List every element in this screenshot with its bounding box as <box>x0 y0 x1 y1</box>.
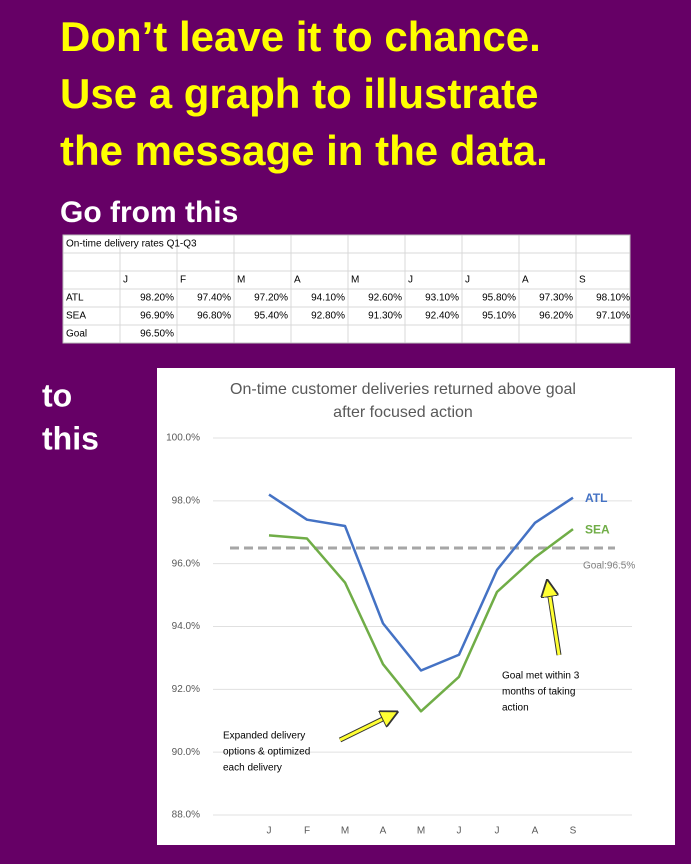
table-cell: 96.50% <box>140 329 174 340</box>
arrow <box>548 585 561 656</box>
headline: the message in the data. <box>60 127 548 174</box>
table-row-label: SEA <box>66 311 86 322</box>
annotation: action <box>502 703 529 714</box>
x-tick-label: A <box>532 826 539 837</box>
table-cell: 97.30% <box>539 293 573 304</box>
table-cell: 92.40% <box>425 311 459 322</box>
series-label: ATL <box>585 491 607 505</box>
x-tick-label: J <box>267 826 272 837</box>
y-tick-label: 96.0% <box>172 558 200 569</box>
arrow <box>339 714 393 742</box>
table-cell: 93.10% <box>425 293 459 304</box>
chart-title: after focused action <box>333 404 473 421</box>
table-cell: 95.40% <box>254 311 288 322</box>
table-border <box>62 234 631 344</box>
table-cell: 92.60% <box>368 293 402 304</box>
table-cell: 98.20% <box>140 293 174 304</box>
table-cell: 96.90% <box>140 311 174 322</box>
table-cell: 95.80% <box>482 293 516 304</box>
y-tick-label: 100.0% <box>166 433 200 444</box>
annotation: Goal met within 3 <box>502 671 580 682</box>
table-cell: 97.40% <box>197 293 231 304</box>
table-cell: 98.10% <box>596 293 630 304</box>
table-month: J <box>465 275 470 286</box>
table-row-label: Goal <box>66 329 87 340</box>
y-tick-label: 94.0% <box>172 621 200 632</box>
series-line <box>268 493 574 672</box>
table-month: M <box>237 275 245 286</box>
table-cell: 92.80% <box>311 311 345 322</box>
table-month: M <box>351 275 359 286</box>
x-tick-label: M <box>341 826 349 837</box>
to-label: to <box>42 377 72 413</box>
table-month: S <box>579 275 586 286</box>
x-tick-label: J <box>495 826 500 837</box>
x-tick-label: J <box>457 826 462 837</box>
headline: Don’t leave it to chance. <box>60 13 541 60</box>
chart-title: On-time customer deliveries returned abo… <box>230 381 576 398</box>
to-label: this <box>42 420 99 456</box>
table-cell: 97.10% <box>596 311 630 322</box>
annotation: Expanded delivery <box>223 731 305 742</box>
table-month: J <box>408 275 413 286</box>
table-month: J <box>123 275 128 286</box>
table-cell: 96.20% <box>539 311 573 322</box>
from-label: Go from this <box>60 196 238 229</box>
series-label: SEA <box>585 522 610 536</box>
table-title: On-time delivery rates Q1-Q3 <box>66 239 197 250</box>
annotation: months of taking <box>502 687 575 698</box>
table-cell: 91.30% <box>368 311 402 322</box>
table-month: A <box>294 275 301 286</box>
series-line <box>268 528 574 713</box>
chart-bg <box>157 368 675 845</box>
y-tick-label: 88.0% <box>172 810 200 821</box>
annotation: options & optimized <box>223 747 310 758</box>
headline: Use a graph to illustrate <box>60 70 538 117</box>
annotation: each delivery <box>223 763 282 774</box>
x-tick-label: F <box>304 826 310 837</box>
table-month: F <box>180 275 186 286</box>
table-cell: 94.10% <box>311 293 345 304</box>
table-month: A <box>522 275 529 286</box>
x-tick-label: M <box>417 826 425 837</box>
y-tick-label: 92.0% <box>172 684 200 695</box>
y-tick-label: 98.0% <box>172 495 200 506</box>
table-row-label: ATL <box>66 293 84 304</box>
table-cell: 97.20% <box>254 293 288 304</box>
table-cell: 95.10% <box>482 311 516 322</box>
x-tick-label: S <box>570 826 577 837</box>
y-tick-label: 90.0% <box>172 747 200 758</box>
goal-label: Goal:96.5% <box>583 561 635 572</box>
table-cell: 96.80% <box>197 311 231 322</box>
x-tick-label: A <box>380 826 387 837</box>
